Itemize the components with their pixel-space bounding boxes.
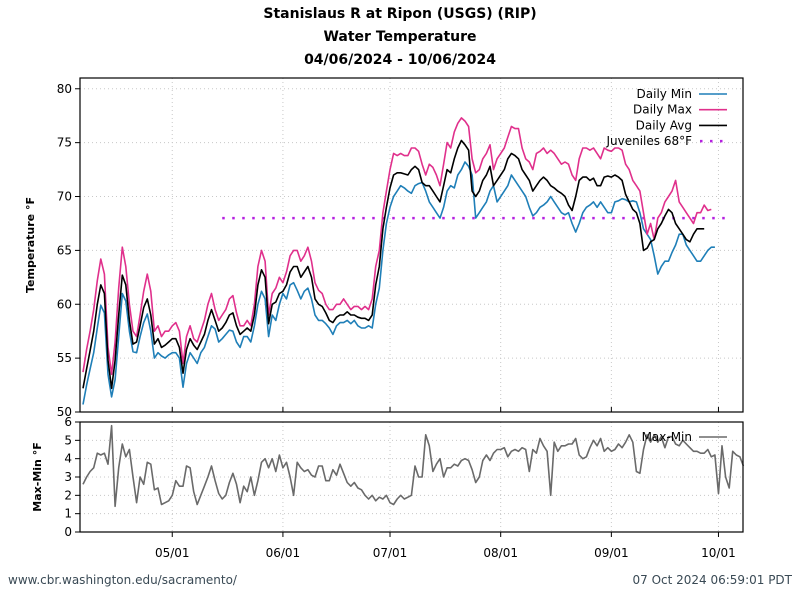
legend-label: Max-Min [642,430,692,444]
y-tick-label: 1 [64,507,72,521]
y-tick-label: 6 [64,415,72,429]
y-tick-label: 80 [57,82,72,96]
y-tick-label: 70 [57,190,72,204]
legend-label: Daily Min [637,87,692,101]
y-tick-label: 2 [64,488,72,502]
y-tick-label: 50 [57,405,72,419]
x-tick-label: 08/01 [483,546,518,560]
y-tick-label: 0 [64,525,72,539]
x-tick-label: 10/01 [701,546,736,560]
chart-title: Stanislaus R at Ripon (USGS) (RIP) [263,6,537,22]
generated-timestamp: 07 Oct 2024 06:59:01 PDT [632,573,792,587]
chart-date-range: 04/06/2024 - 10/06/2024 [304,52,496,68]
x-tick-label: 06/01 [266,546,301,560]
legend-label: Daily Avg [636,118,692,132]
x-tick-label: 07/01 [373,546,408,560]
y-tick-label: 5 [64,433,72,447]
x-tick-label: 09/01 [594,546,629,560]
series-line-daily-avg [82,139,705,390]
y-tick-label: 75 [57,136,72,150]
y-axis-label: Max-Min °F [31,442,44,511]
series-line-daily-min [82,161,715,405]
x-tick-label: 05/01 [155,546,190,560]
series-line-max-min [82,424,745,508]
upper-plot-frame [79,77,744,413]
source-link[interactable]: www.cbr.washington.edu/sacramento/ [8,573,237,587]
legend-label: Juveniles 68°F [605,134,692,148]
y-tick-label: 65 [57,243,72,257]
legend-label: Daily Max [633,103,692,117]
y-tick-label: 3 [64,470,72,484]
chart-subtitle: Water Temperature [323,29,477,45]
y-tick-label: 4 [64,452,72,466]
y-tick-label: 55 [57,351,72,365]
y-tick-label: 60 [57,297,72,311]
series-line-daily-max [82,117,712,376]
y-axis-label: Temperature °F [24,197,37,293]
